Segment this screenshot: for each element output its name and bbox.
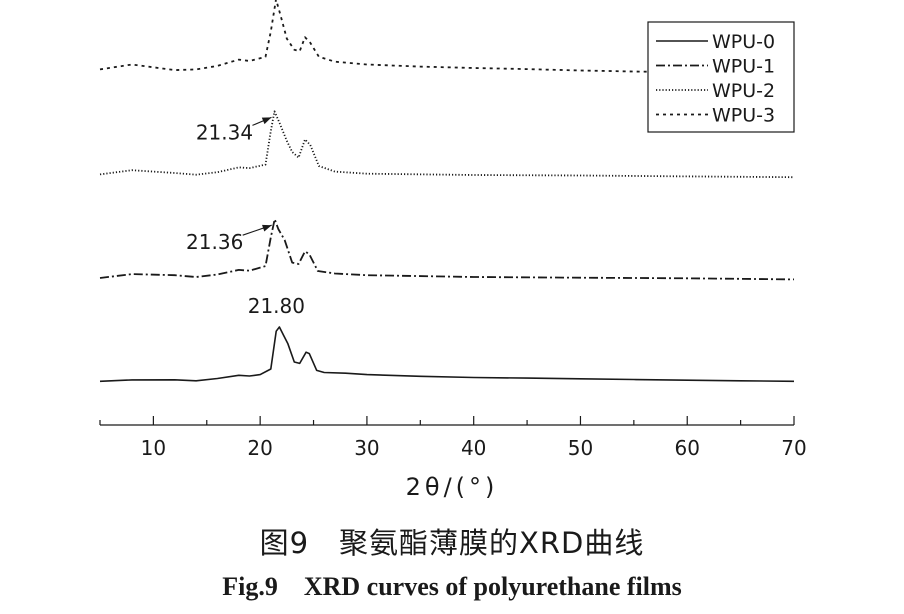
figure-caption-chinese: 图9 聚氨酯薄膜的XRD曲线	[259, 526, 645, 560]
legend-label-wpu-1: WPU-1	[712, 56, 775, 78]
x-tick-label: 20	[247, 436, 272, 460]
x-tick-label: 40	[461, 436, 486, 460]
peak-label-wpu-2: 21.34	[196, 120, 253, 144]
x-tick-label: 70	[781, 436, 806, 460]
legend-label-wpu-2: WPU-2	[712, 80, 775, 102]
peak-label-wpu-1: 21.36	[186, 230, 243, 254]
series-layer	[99, 0, 795, 383]
x-axis-label: 2θ/(°)	[406, 473, 499, 501]
legend-label-wpu-3: WPU-3	[712, 105, 775, 127]
figure-caption-english: Fig.9 XRD curves of polyurethane films	[222, 572, 682, 601]
series-line-wpu-0	[99, 326, 795, 383]
peak-label-wpu-0: 21.80	[248, 294, 305, 318]
legend-label-wpu-0: WPU-0	[712, 31, 775, 53]
annotation-arrowhead	[261, 117, 272, 125]
x-ticks: 10 20 30 40 50 60 70	[99, 416, 807, 460]
series-line-wpu-1	[99, 218, 795, 281]
annotation-arrowhead	[262, 224, 272, 232]
x-tick-label: 50	[568, 436, 593, 460]
x-tick-label: 30	[354, 436, 379, 460]
x-tick-label: 60	[675, 436, 700, 460]
series-line-wpu-2	[99, 110, 795, 179]
x-tick-label: 10	[141, 436, 166, 460]
